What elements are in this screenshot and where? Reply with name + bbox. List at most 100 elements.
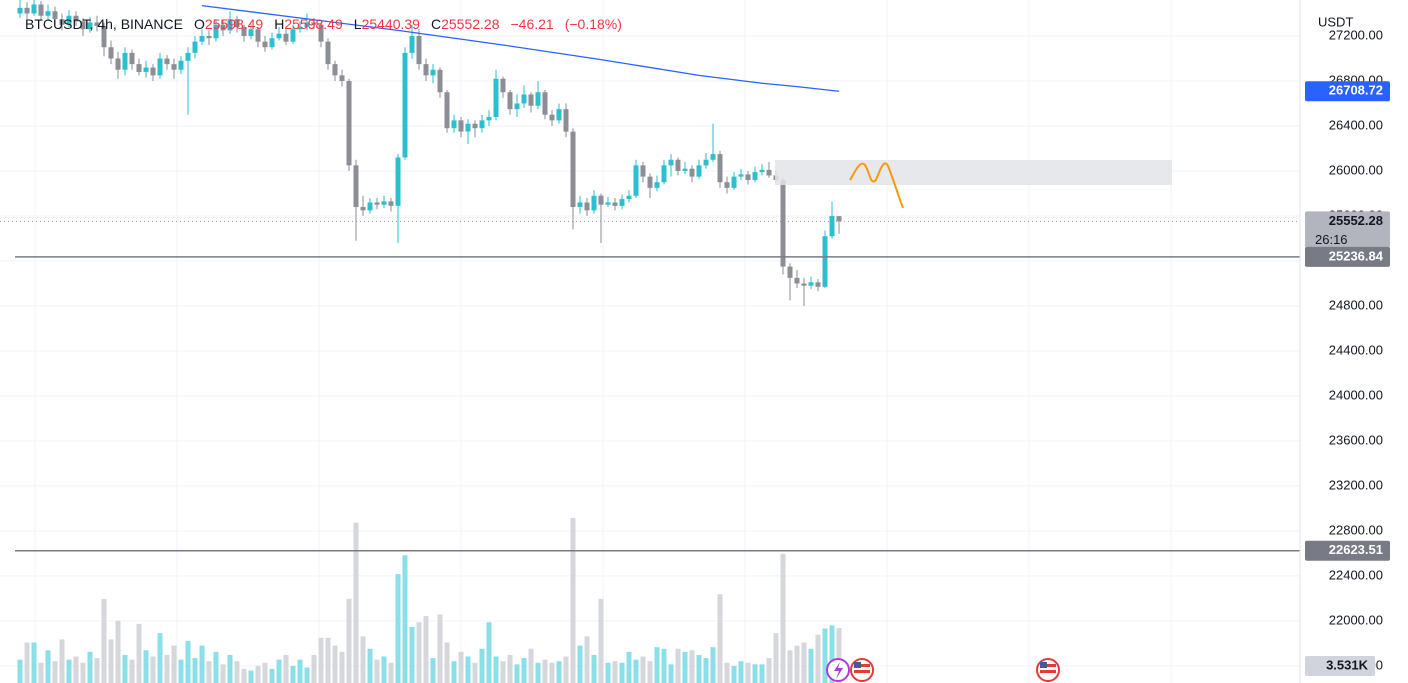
volume-bar [444,642,450,683]
volume-bar [780,553,786,683]
volume-bar [185,640,191,683]
candle-body [234,19,240,27]
y-tick-label: 22000.00 [1329,612,1383,627]
volume-bar [248,670,254,683]
hline-price-label-box [1305,246,1390,267]
volume-bar [297,659,303,683]
candle-body [612,202,618,206]
last-price-label: 25552.28 [1329,213,1383,228]
volume-bar [612,661,618,683]
volume-bar [171,645,177,683]
volume-bar [416,622,422,683]
volume-bar [689,650,695,683]
candle-body [227,19,233,31]
candle-body [675,159,681,171]
volume-bar [759,664,765,683]
candle-body [451,120,457,129]
close-value: 25552.28 [441,16,500,32]
candle-body [570,131,576,207]
drawn-annotation [849,162,904,209]
candle-body [724,182,730,188]
volume-bar [430,658,436,683]
hline-price-label: 22623.51 [1329,542,1383,557]
volume-bar [717,594,723,683]
volume-bar [668,664,674,683]
volume-bar [374,659,380,683]
volume-bar [339,651,345,683]
hline-price-label: 25236.84 [1329,248,1384,263]
candle-body [703,159,709,166]
volume-bar [577,645,583,683]
volume-bar [584,636,590,683]
candle-body [45,11,51,16]
volume-bar [388,662,394,683]
volume-bar [479,648,485,683]
volume-bar [528,648,534,683]
candle-body [199,35,205,42]
candle-body [717,154,723,183]
y-tick-label: 24800.00 [1329,297,1383,312]
volume-bar [535,662,541,683]
candle-body [563,109,569,132]
candle-body [584,202,590,211]
volume-bar [661,648,667,683]
candle-body [122,52,128,70]
candle-body [136,64,142,72]
volume-bar [605,662,611,683]
volume-bar [752,664,758,683]
candle-body [493,78,499,117]
candle-body [647,176,653,188]
volume-bar [675,648,681,683]
candle-body [682,168,688,171]
y-tick-label: 23200.00 [1329,477,1383,492]
candle-body [710,154,716,160]
candle-body [360,206,366,211]
candle-body [94,22,100,26]
volume-bar [633,659,639,683]
volume-bar [521,658,527,683]
volume-bar [402,555,408,683]
y-tick-label: 22400.00 [1329,567,1383,582]
volume-bar [94,658,100,683]
volume-bar [724,662,730,683]
candle-body [829,215,835,237]
volume-bar [794,645,800,683]
volume-bar [766,658,772,683]
candle-body [255,29,261,42]
volume-bar [465,656,471,683]
volume-bar [773,633,779,683]
y-tick-label: 23600.00 [1329,432,1383,447]
volume-bar [472,662,478,683]
candle-body [38,4,44,16]
candle-body [206,35,212,39]
candle-body [787,266,793,278]
volume-bar [150,656,156,683]
candle-body [556,109,562,121]
candle-body [66,15,72,25]
candle-body [640,165,646,177]
volume-bar [129,659,135,683]
candle-body [738,174,744,177]
candle-body [297,26,303,30]
candle-body [269,38,275,48]
volume-bar [220,664,226,683]
candle-body [836,216,842,222]
volume-bar [241,668,247,683]
candle-body [24,7,30,14]
volume-bar [437,614,443,683]
volume-bar [115,620,121,683]
candle-body [731,176,737,188]
candle-body [192,41,198,53]
volume-bar [815,634,821,683]
price-axis [1300,0,1408,683]
volume-bar [507,654,513,683]
candle-body [52,11,58,20]
candle-body [633,165,639,196]
candle-body [591,195,597,211]
volume-bar [549,662,555,683]
last-price-label-box [1305,211,1390,248]
volume-bar [542,659,548,683]
y-tick-label: 26400.00 [1329,117,1383,132]
flag-stripe [1040,670,1056,673]
volume-bar [318,637,324,683]
